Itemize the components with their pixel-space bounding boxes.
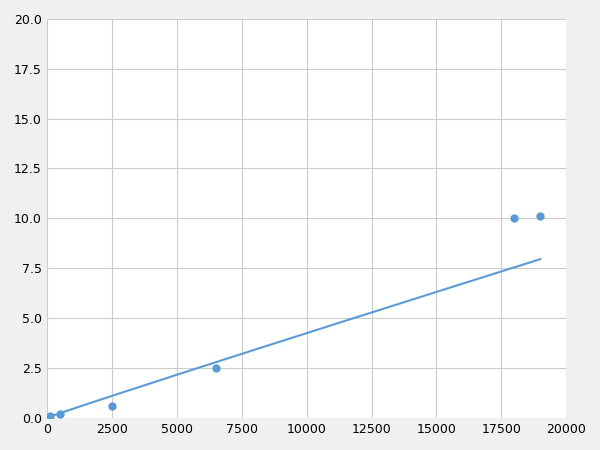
Point — [45, 413, 55, 420]
Point — [107, 402, 117, 409]
Point — [211, 364, 221, 371]
Point — [535, 213, 545, 220]
Point — [55, 410, 65, 418]
Point — [509, 215, 519, 222]
